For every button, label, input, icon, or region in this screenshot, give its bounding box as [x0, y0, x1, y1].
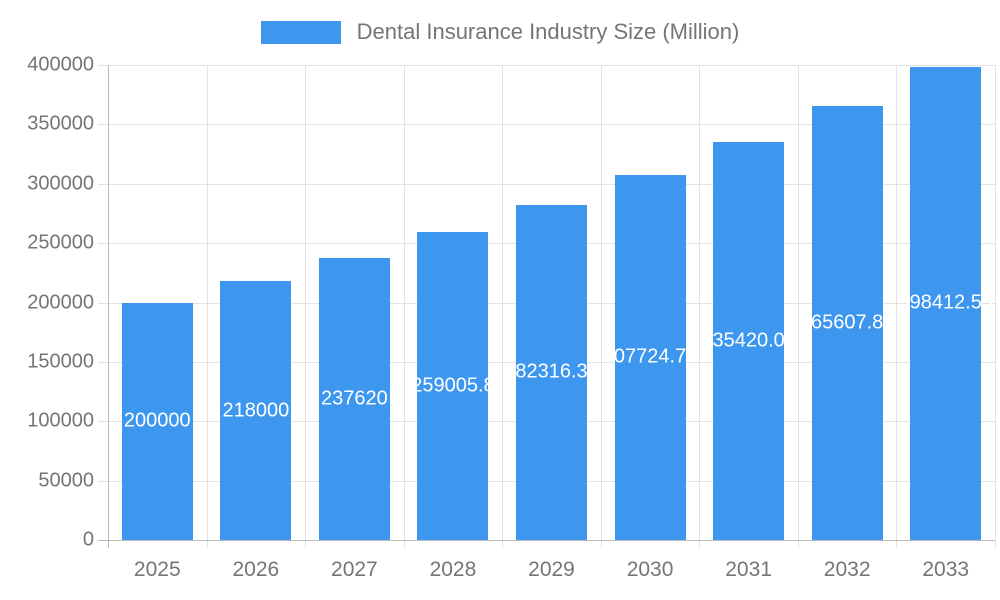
chart-legend: Dental Insurance Industry Size (Million) — [0, 14, 1000, 50]
bar-value-label-2030: 307724.79 — [602, 345, 698, 368]
bar-2028 — [417, 232, 489, 540]
y-gridline — [98, 183, 995, 185]
x-axis-tick-label-2028: 2028 — [429, 558, 477, 581]
x-gridline — [403, 65, 405, 548]
bar-2033 — [910, 66, 982, 540]
x-gridline — [797, 65, 799, 548]
legend-swatch — [260, 20, 341, 44]
bar-2026 — [220, 281, 292, 540]
y-gridline — [98, 124, 995, 126]
y-axis-tick-label: 250000 — [27, 231, 94, 254]
x-gridline — [896, 65, 898, 548]
y-axis-line — [108, 65, 109, 548]
bar-value-label-2031: 335420.02 — [701, 329, 796, 352]
x-axis-tick-label-2025: 2025 — [133, 558, 181, 581]
x-axis-tick-label-2027: 2027 — [331, 558, 378, 581]
bar-value-label-2026: 218000 — [222, 399, 290, 422]
bar-value-label-2025: 200000 — [123, 409, 191, 432]
y-axis-tick-label: 0 — [82, 528, 94, 551]
bar-value-label-2027: 237620 — [321, 387, 388, 410]
y-axis-tick-label: 100000 — [27, 409, 94, 432]
bar-2025 — [121, 302, 193, 540]
x-gridline — [995, 65, 996, 548]
bar-value-label-2028: 259005.8 — [411, 374, 495, 397]
y-axis-tick-label: 400000 — [27, 53, 94, 76]
x-axis-tick-label-2031: 2031 — [725, 558, 772, 581]
x-axis-tick-label-2033: 2033 — [922, 558, 970, 581]
x-gridline — [699, 65, 701, 548]
x-axis-tick-label-2030: 2030 — [626, 558, 674, 581]
y-axis-tick-label: 50000 — [38, 469, 94, 492]
bar-2029 — [516, 204, 587, 540]
y-axis-tick-label: 150000 — [27, 350, 94, 373]
x-axis-tick-label-2029: 2029 — [528, 558, 575, 581]
x-gridline — [206, 65, 208, 548]
bar-2031 — [713, 141, 785, 540]
x-axis-tick-label-2032: 2032 — [823, 558, 871, 581]
legend-label: Dental Insurance Industry Size (Million) — [356, 19, 740, 44]
bar-value-label-2033: 398412.53 — [898, 291, 993, 314]
y-axis-tick-label: 300000 — [27, 172, 94, 195]
bar-value-label-2032: 365607.82 — [799, 311, 895, 334]
x-axis-line — [98, 540, 995, 541]
bar-value-label-2029: 282316.32 — [504, 360, 599, 383]
bar-2030 — [614, 174, 686, 540]
y-axis-tick-label: 200000 — [27, 291, 94, 313]
bar-2032 — [811, 105, 883, 540]
y-axis-tick-label: 350000 — [27, 112, 94, 135]
bar-2027 — [318, 257, 390, 540]
y-gridline — [98, 65, 995, 66]
x-gridline — [600, 65, 602, 548]
x-gridline — [305, 65, 307, 548]
x-gridline — [502, 65, 504, 548]
x-axis-tick-label-2026: 2026 — [232, 558, 280, 581]
